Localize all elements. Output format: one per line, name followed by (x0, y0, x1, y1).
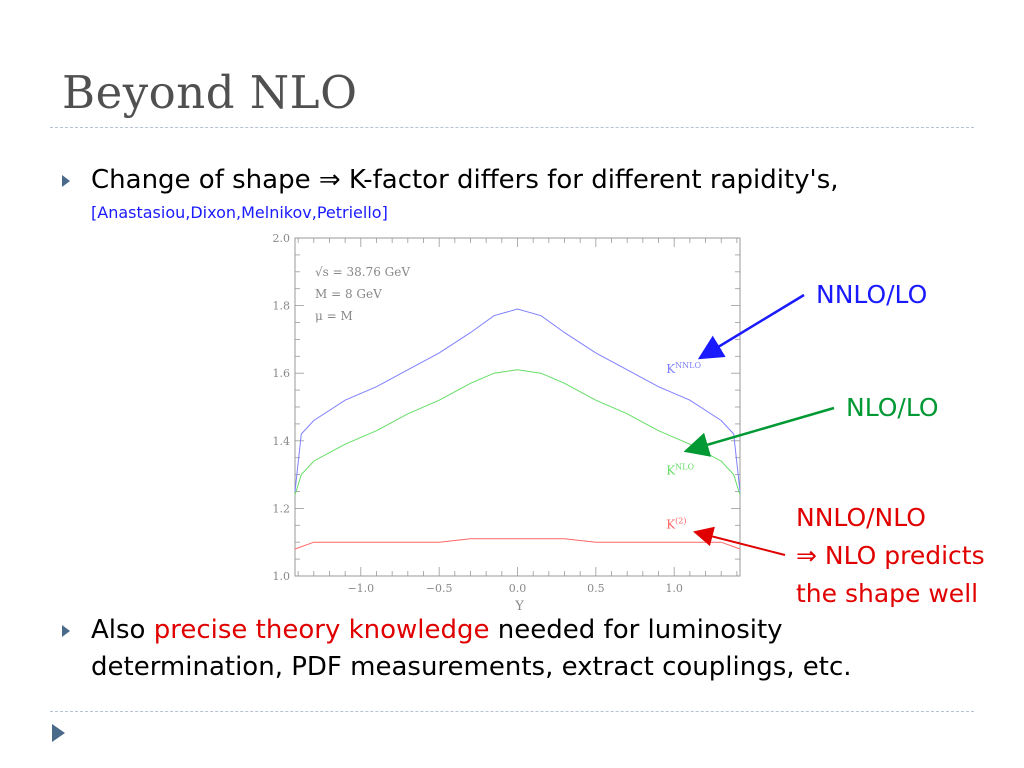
citation: [Anastasiou,Dixon,Melnikov,Petriello] (91, 203, 388, 222)
footer-divider (50, 711, 974, 712)
bullet-arrow-icon (62, 625, 70, 637)
x-tick-label: −1.0 (347, 582, 374, 595)
x-tick-label: −0.5 (426, 582, 453, 595)
bullet-2-post: needed for luminosity (489, 615, 783, 645)
callout-shape-well: the shape well (796, 579, 979, 608)
physics-annotation: √s = 38.76 GeV (315, 265, 410, 279)
physics-annotation: M = 8 GeV (315, 287, 382, 301)
bullet-2-line-2: determination, PDF measurements, extract… (91, 652, 852, 682)
title-divider (50, 127, 974, 128)
x-axis-label: Y (514, 599, 524, 614)
y-tick-label: 2.0 (273, 232, 291, 245)
nlo-lo-arrow-icon (683, 406, 835, 457)
callout-nlo-predicts: ⇒ NLO predicts (796, 541, 985, 570)
x-tick-label: 1.0 (665, 582, 683, 595)
next-slide-arrow-icon[interactable] (52, 724, 65, 742)
y-tick-label: 1.8 (273, 300, 291, 313)
bullet-2-highlight: precise theory knowledge (153, 615, 490, 645)
callout-nlo-lo: NLO/LO (846, 393, 939, 422)
series-line (294, 538, 741, 550)
y-tick-label: 1.0 (273, 570, 291, 583)
bullet-arrow-icon (62, 175, 70, 187)
k-factor-chart: −1.0 −0.5 0.0 0.5 1.0 1.0 1.2 1.4 1.6 1.8 2.0 Y √s =… (273, 232, 741, 614)
physics-annotation: μ = M (315, 309, 353, 323)
y-tick-label: 1.6 (273, 367, 291, 380)
bullet-2-line-1: Also precise theory knowledge needed for… (91, 615, 783, 645)
slide-title: Beyond NLO (62, 66, 358, 119)
y-tick-label: 1.2 (273, 502, 291, 515)
series-line (294, 308, 741, 492)
bullet-2-pre: Also (91, 615, 154, 645)
nnlo-nlo-arrow-icon (693, 526, 786, 556)
x-tick-label: 0.5 (587, 582, 605, 595)
x-tick-label: 0.0 (509, 582, 527, 595)
callout-nnlo-lo: NNLO/LO (816, 280, 928, 309)
y-tick-label: 1.4 (273, 435, 291, 448)
bullet-1-text: Change of shape ⇒ K-factor differs for d… (91, 165, 839, 195)
callout-nnlo-nlo: NNLO/NLO (796, 503, 926, 532)
nnlo-lo-arrow-icon (697, 293, 805, 360)
